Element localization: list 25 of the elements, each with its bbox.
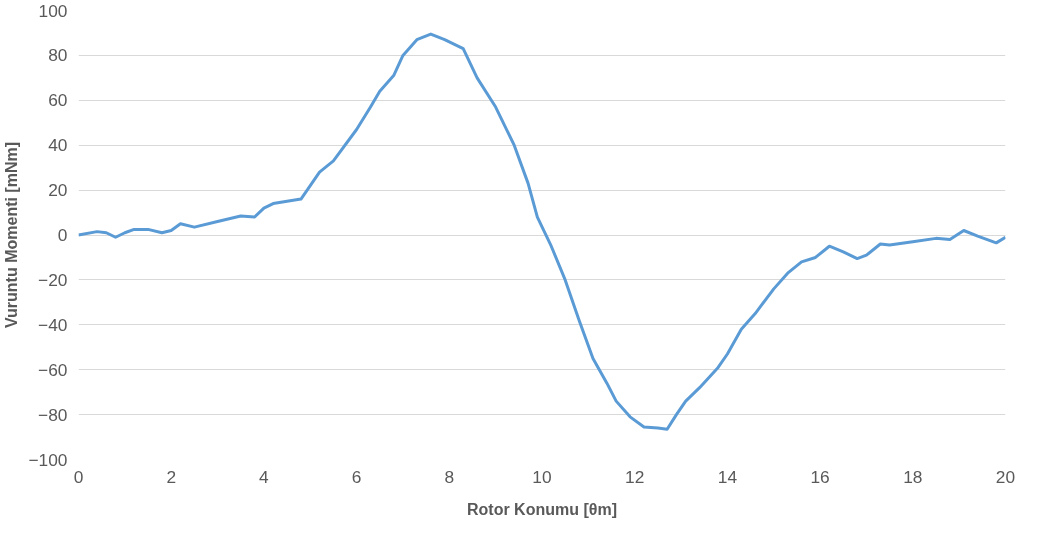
y-tick-label: −80: [38, 404, 68, 425]
x-tick-label: 8: [444, 466, 455, 487]
x-tick-label: 18: [903, 466, 923, 487]
y-tick-label: 0: [57, 225, 68, 245]
x-tick-label: 20: [995, 466, 1016, 487]
x-tick-label: 14: [717, 466, 738, 487]
y-axis-title: Vuruntu Momenti [mNm]: [3, 141, 21, 329]
x-tick-label: 10: [532, 466, 552, 487]
x-tick-label: 0: [73, 466, 84, 487]
line-series: [78, 32, 1006, 431]
y-tick-label: 100: [38, 0, 68, 21]
y-tick-label: −40: [38, 314, 68, 335]
x-tick-label: 4: [259, 466, 270, 487]
y-tick-label: −20: [38, 269, 68, 290]
x-axis-title: Rotor Konumu [θm]: [467, 500, 617, 518]
y-tick-label: 60: [48, 90, 68, 111]
y-tick-label: 20: [48, 180, 68, 201]
y-tick-label: −100: [28, 449, 68, 470]
x-tick-label: 16: [810, 466, 830, 487]
y-tick-label: 40: [48, 135, 68, 156]
y-tick-label: −60: [38, 359, 68, 380]
x-tick-label: 2: [166, 466, 177, 487]
x-tick-label: 12: [625, 466, 645, 487]
y-tick-label: 80: [48, 45, 68, 66]
x-tick-label: 6: [351, 466, 362, 487]
